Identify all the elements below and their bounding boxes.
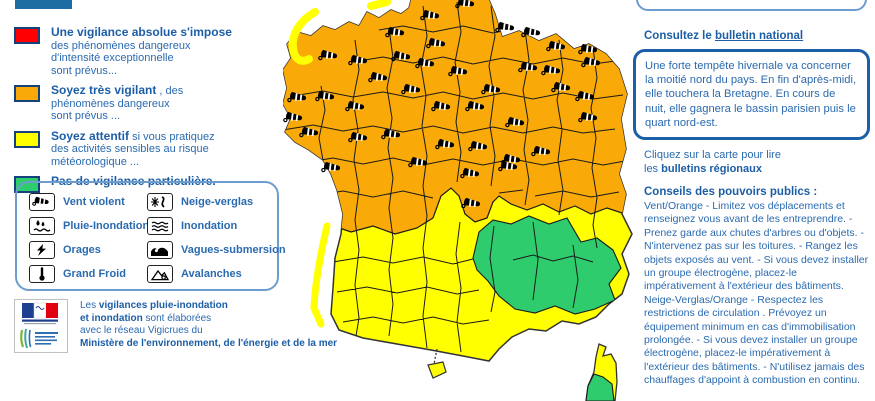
phenomena-legend-box: Vent violent Neige-verglas Pluie-Inondat… (15, 181, 286, 291)
phenomenon-label: Neige-verglas (181, 196, 254, 208)
phenomenon-item: Vagues-submersion (147, 238, 286, 262)
storm-icon (29, 241, 55, 259)
vigilance-levels-legend: Une vigilance absolue s'impose des phénom… (14, 26, 282, 200)
credit-text: Les vigilances pluie-inondation et inonda… (80, 300, 338, 349)
phenomenon-item: Avalanches (147, 262, 279, 286)
bulletin-text: Une forte tempête hivernale va concerner… (645, 60, 857, 129)
coastal-ribbon-northwest (288, 8, 319, 65)
avalanche-icon (147, 265, 173, 283)
public-advice-title: Conseils des pouvoirs publics : (644, 186, 818, 199)
consult-prefix: Consultez le (644, 30, 715, 42)
phenomenon-item: Neige-verglas (147, 190, 279, 214)
click-map-instruction: Cliquez sur la carte pour lire les bulle… (633, 149, 870, 176)
map-region-southeast-green[interactable] (472, 215, 622, 315)
phenomenon-item: Grand Froid (29, 262, 147, 286)
coastal-ribbon-northwest-2 (367, 0, 391, 10)
bulletins-regionaux-label: bulletins régionaux (661, 162, 762, 175)
phenomenon-label: Vent violent (63, 196, 125, 208)
cold-icon (29, 265, 55, 283)
public-advice-text: Vent/Orange - Limitez vos déplacements e… (644, 200, 869, 387)
click-line-2-prefix: les (644, 162, 662, 175)
ministry-logo (14, 299, 68, 353)
ministry-credit: Les vigilances pluie-inondation et inonda… (14, 299, 337, 353)
windsock-icon (29, 193, 55, 211)
vigilance-level-text: Soyez attentif si vous pratiquez des acti… (51, 128, 215, 168)
phenomenon-label: Orages (63, 244, 101, 256)
phenomenon-label: Grand Froid (63, 268, 126, 280)
phenomenon-label: Avalanches (181, 268, 242, 280)
phenomena-grid: Vent violent Neige-verglas Pluie-Inondat… (29, 190, 286, 286)
andorra-region[interactable] (427, 361, 447, 379)
header-stub (15, 0, 72, 9)
french-government-logo-icon (20, 302, 58, 349)
vigilance-level-text: Une vigilance absolue s'impose des phénom… (51, 25, 232, 77)
vigilance-level-row-yellow: Soyez attentif si vous pratiquez des acti… (14, 128, 282, 169)
top-box-stub (636, 0, 867, 11)
coastal-ribbon-southwest (310, 222, 331, 328)
vigilance-level-row-orange: Soyez très vigilant , des phénomènes dang… (14, 84, 282, 123)
map-region-north-orange[interactable] (283, 0, 640, 234)
phenomenon-item: Pluie-Inondation (29, 214, 150, 238)
department-borders (283, 1, 626, 353)
vigilance-level-text: Soyez très vigilant , des phénomènes dang… (51, 83, 184, 122)
vigilance-level-row-red: Une vigilance absolue s'impose des phénom… (14, 26, 282, 77)
phenomenon-item: Vent violent (29, 190, 147, 214)
phenomenon-label: Inondation (181, 220, 238, 232)
level-boundary-line (283, 187, 632, 235)
france-vigilance-map[interactable] (282, 0, 640, 401)
bulletin-national-link[interactable]: bulletin national (714, 30, 804, 42)
phenomenon-item: Orages (29, 238, 147, 262)
national-bulletin-box: Une forte tempête hivernale va concerner… (633, 49, 870, 141)
phenomenon-label: Vagues-submersion (181, 244, 286, 256)
rain-flood-icon (29, 217, 55, 235)
orange-level-swatch (14, 85, 40, 102)
wave-submersion-icon (147, 241, 173, 259)
red-level-swatch (14, 27, 40, 44)
click-line-1: Cliquez sur la carte pour lire (644, 149, 781, 162)
snow-ice-icon (147, 193, 173, 211)
bulletin-panel: Consultez le bulletin national Une forte… (633, 0, 870, 388)
andorra-dotted-link (433, 348, 438, 365)
corsica-south-green[interactable] (585, 373, 615, 401)
yellow-level-swatch (14, 130, 40, 148)
flood-icon (147, 217, 173, 235)
phenomenon-item: Inondation (147, 214, 279, 238)
phenomenon-label: Pluie-Inondation (63, 220, 150, 232)
consult-line: Consultez le bulletin national (633, 30, 870, 42)
